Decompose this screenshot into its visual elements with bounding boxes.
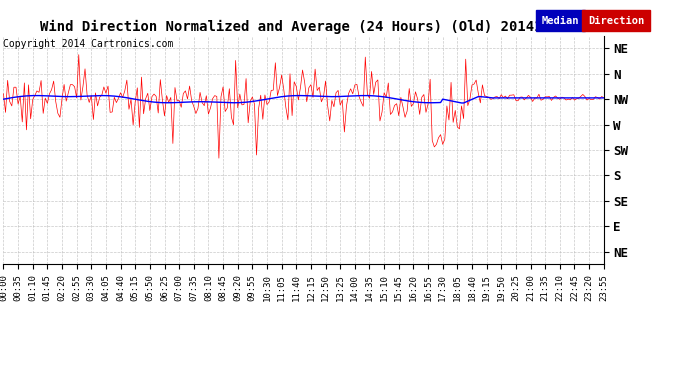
Title: Wind Direction Normalized and Average (24 Hours) (Old) 20141127: Wind Direction Normalized and Average (2… [40,20,567,34]
Text: Median: Median [542,16,579,26]
Text: Copyright 2014 Cartronics.com: Copyright 2014 Cartronics.com [3,39,174,50]
Text: Direction: Direction [588,16,644,26]
